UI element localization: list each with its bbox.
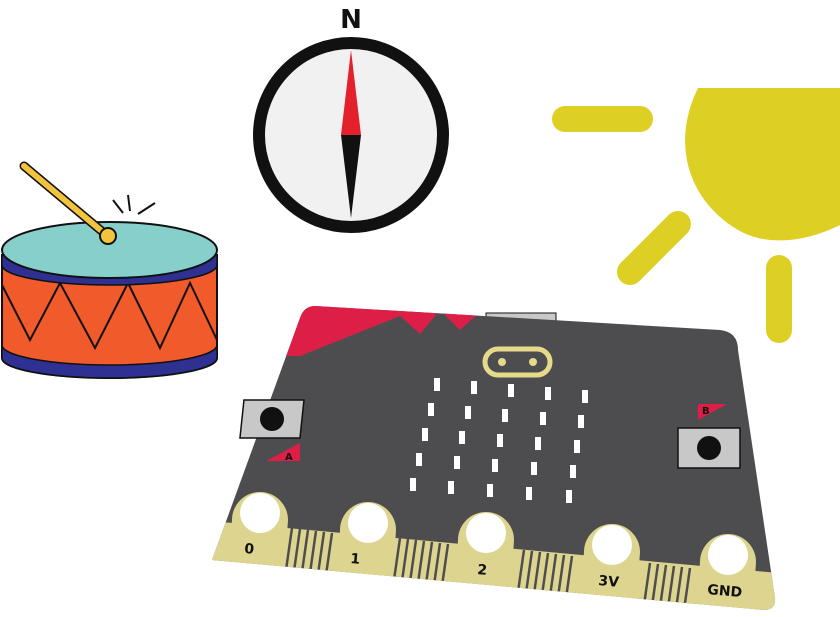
led <box>535 437 541 450</box>
led <box>582 390 588 403</box>
sun-icon <box>552 88 840 343</box>
drum-bottom-rim <box>1 344 218 379</box>
pin-hole-2 <box>466 513 506 553</box>
led <box>492 459 498 472</box>
led <box>487 484 493 497</box>
button-a-marker <box>266 443 300 461</box>
button-b[interactable] <box>677 427 741 469</box>
microbit-board: 0 1 2 3V GND <box>212 306 776 610</box>
pin-hole-gnd <box>708 535 748 575</box>
led <box>531 462 537 475</box>
pin-hole-3v <box>592 525 632 565</box>
button-b-label: B <box>702 406 710 417</box>
led <box>410 478 416 491</box>
pin-hole-1 <box>348 503 388 543</box>
pin-holes <box>240 493 748 575</box>
drum-zigzag <box>2 280 217 351</box>
pin-label-0: 0 <box>244 541 255 558</box>
drum-sound-line <box>127 194 131 212</box>
drum-stick-tip <box>99 227 117 245</box>
sun-disc <box>685 88 840 241</box>
led <box>540 412 546 425</box>
led <box>459 431 465 444</box>
led <box>578 415 584 428</box>
compass-north-label: N <box>340 5 362 35</box>
pin-label-1: 1 <box>350 551 361 568</box>
pin-label-3v: 3V <box>598 573 620 591</box>
drum-stick-fill <box>21 163 107 236</box>
button-b-marker <box>698 404 727 420</box>
led <box>465 406 471 419</box>
led <box>422 428 428 441</box>
pin-label-2: 2 <box>477 562 488 579</box>
button-a-label: A <box>285 452 293 463</box>
led <box>526 487 532 500</box>
led <box>574 440 580 453</box>
drum-sound-line <box>112 199 124 214</box>
drum-head <box>1 221 218 279</box>
compass-icon: N <box>253 5 449 233</box>
led <box>416 453 422 466</box>
drum-icon <box>1 161 218 379</box>
pin-label-gnd: GND <box>707 582 743 601</box>
led <box>566 490 572 503</box>
led-matrix <box>410 378 588 503</box>
button-a-cap[interactable] <box>260 407 284 431</box>
drum-sound-line <box>137 202 156 215</box>
compass-needle-south <box>341 135 361 218</box>
led <box>570 465 576 478</box>
board-corner-accent <box>280 306 480 356</box>
microbit-logo <box>482 346 553 378</box>
led <box>471 381 477 394</box>
led <box>448 481 454 494</box>
led <box>497 434 503 447</box>
sun-ray <box>617 211 691 285</box>
led <box>454 456 460 469</box>
led <box>428 403 434 416</box>
pin-hole-0 <box>240 493 280 533</box>
button-b-cap[interactable] <box>697 436 721 460</box>
led <box>508 384 514 397</box>
led <box>502 409 508 422</box>
button-a[interactable] <box>239 399 305 439</box>
compass-needle-north <box>341 50 361 135</box>
led <box>545 387 551 400</box>
led <box>434 378 440 391</box>
